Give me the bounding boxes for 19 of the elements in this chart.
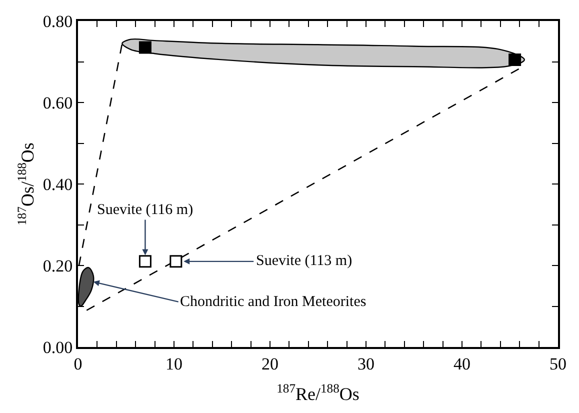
x-tick-label: 20	[262, 354, 278, 374]
annotation: Chondritic and Iron Meteorites	[180, 294, 366, 310]
x-tick-label: 30	[358, 354, 374, 374]
point	[170, 255, 182, 268]
x-tick-label: 0	[74, 354, 82, 374]
x-axis-title: $^{187}$Re/$^{188}$Os	[276, 381, 360, 404]
x-tick-label: 10	[166, 354, 182, 374]
y-tick-label: 0.00	[42, 338, 73, 357]
annotation: Suevite (116 m)	[97, 202, 194, 218]
point	[508, 53, 522, 66]
y-tick-label: 0.60	[42, 93, 73, 112]
point	[138, 255, 152, 268]
point	[138, 41, 152, 54]
annotation: Suevite (113 m)	[256, 253, 352, 269]
x-tick-label: 40	[454, 354, 470, 374]
x-tick-label: 50	[550, 354, 566, 374]
y-tick-label: 0.80	[42, 12, 73, 31]
y-tick-label: 0.20	[42, 256, 73, 276]
y-tick-label: 0.40	[42, 174, 73, 194]
